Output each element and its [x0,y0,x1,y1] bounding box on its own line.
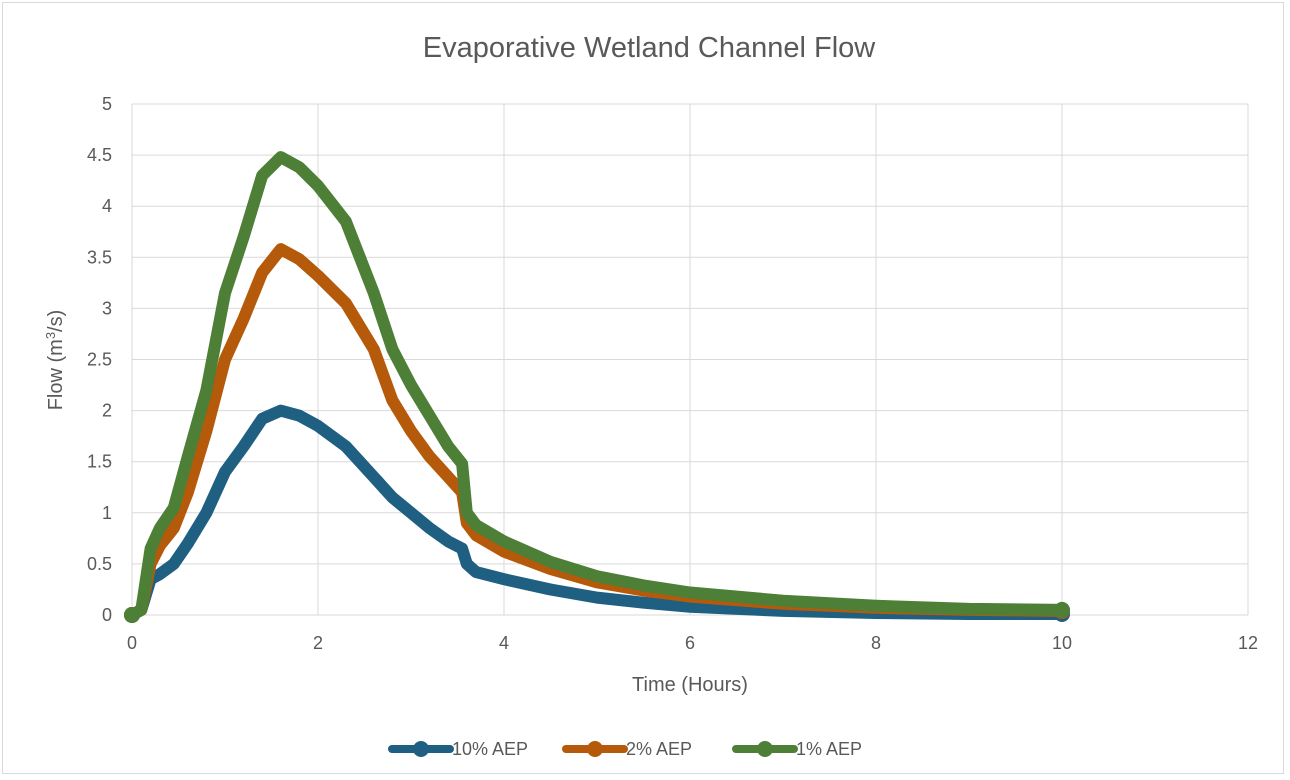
legend-item-1: 2% AEP [562,739,692,759]
legend-label: 10% AEP [452,739,528,759]
y-axis-title-superscript: 3 [43,332,58,339]
x-axis-ticks: 0 2 4 6 8 10 12 [127,633,1258,653]
y-axis-title-main: Flow (m [45,339,67,410]
series-line-2 [126,151,1068,621]
legend-item-2: 1% AEP [732,739,862,759]
chart-title: Evaporative Wetland Channel Flow [423,32,876,64]
legend: 10% AEP 2% AEP 1% AEP [388,739,862,759]
gridlines [131,103,1249,616]
series-lines [124,151,1070,623]
legend-swatch-marker [757,741,773,757]
y-axis-ticks: 0 0.5 1 1.5 2 2.5 3 3.5 4 4.5 5 [87,94,112,625]
legend-item-0: 10% AEP [388,739,528,759]
series-line-1 [126,243,1068,621]
y-axis-title: Flow (m3/s) [43,310,68,411]
y-tick-label: 2.5 [87,350,112,370]
y-tick-label: 1.5 [87,452,112,472]
y-tick-label: 0 [102,605,112,625]
x-tick-label: 6 [685,633,695,653]
y-tick-label: 4 [102,196,112,216]
y-tick-label: 4.5 [87,145,112,165]
x-tick-label: 8 [871,633,881,653]
y-tick-label: 3 [102,298,112,318]
data-point [124,607,140,623]
legend-label: 1% AEP [796,739,862,759]
y-tick-label: 1 [102,503,112,523]
y-tick-label: 3.5 [87,247,112,267]
y-tick-label: 2 [102,401,112,421]
x-tick-label: 12 [1238,633,1258,653]
y-tick-label: 5 [102,94,112,114]
x-tick-label: 2 [313,633,323,653]
x-tick-label: 0 [127,633,137,653]
legend-label: 2% AEP [626,739,692,759]
x-axis-title: Time (Hours) [632,674,748,696]
legend-swatch-marker [587,741,603,757]
data-point [1054,601,1070,618]
legend-swatch-marker [413,741,429,757]
y-axis-title-tail: /s) [45,310,67,332]
x-tick-label: 10 [1052,633,1072,653]
y-tick-label: 0.5 [87,554,112,574]
series-line-0 [126,404,1068,621]
x-tick-label: 4 [499,633,509,653]
